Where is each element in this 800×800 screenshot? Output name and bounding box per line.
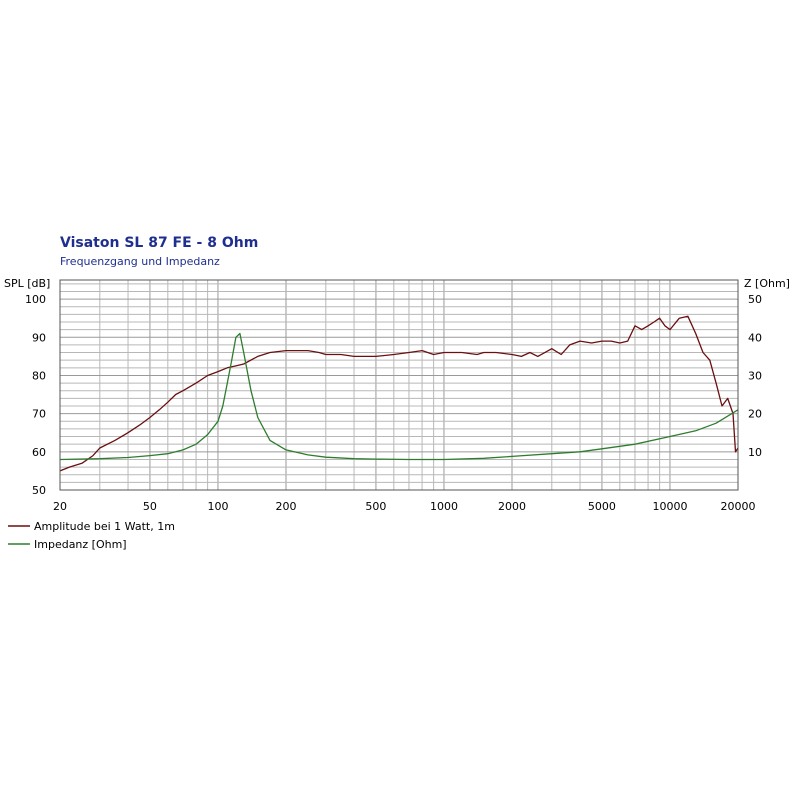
y-tick-label-left: 60 [32, 446, 46, 459]
x-tick-label: 2000 [498, 500, 526, 513]
y-axis-label-right: Z [Ohm] [744, 277, 790, 290]
grid [59, 280, 739, 491]
series-line-impedance [59, 332, 739, 461]
x-tick-label: 50 [143, 500, 157, 513]
legend: Amplitude bei 1 Watt, 1m Impedanz [Ohm] [8, 520, 175, 551]
y-tick-label-right: 50 [748, 293, 762, 306]
x-tick-label: 10000 [652, 500, 687, 513]
x-tick-label: 20 [53, 500, 67, 513]
x-tick-label: 1000 [430, 500, 458, 513]
y-axis-label-left: SPL [dB] [4, 277, 50, 290]
y-tick-label-right: 30 [748, 369, 762, 382]
y-tick-label-right: 10 [748, 446, 762, 459]
legend-label-impedance: Impedanz [Ohm] [34, 538, 127, 551]
y-tick-label-left: 100 [25, 293, 46, 306]
y-tick-label-left: 70 [32, 408, 46, 421]
chart-title: Visaton SL 87 FE - 8 Ohm [60, 235, 258, 251]
x-tick-label: 500 [365, 500, 386, 513]
x-tick-label: 200 [276, 500, 297, 513]
x-tick-label: 5000 [588, 500, 616, 513]
plot-frame [59, 279, 739, 491]
chart-subtitle: Frequenzgang und Impedanz [60, 255, 220, 268]
legend-label-spl: Amplitude bei 1 Watt, 1m [34, 520, 175, 533]
y-tick-label-left: 50 [32, 484, 46, 497]
y-tick-label-left: 90 [32, 331, 46, 344]
y-tick-label-left: 80 [32, 369, 46, 382]
series-line-spl [59, 315, 739, 472]
series-lines [59, 315, 739, 472]
x-tick-label: 20000 [721, 500, 756, 513]
y-tick-label-right: 40 [748, 331, 762, 344]
y-tick-label-right: 20 [748, 408, 762, 421]
x-tick-label: 100 [207, 500, 228, 513]
tick-labels: 20 50 100 200 500 1000 2000 5000 10000 20000 50 60 7… [25, 293, 762, 513]
